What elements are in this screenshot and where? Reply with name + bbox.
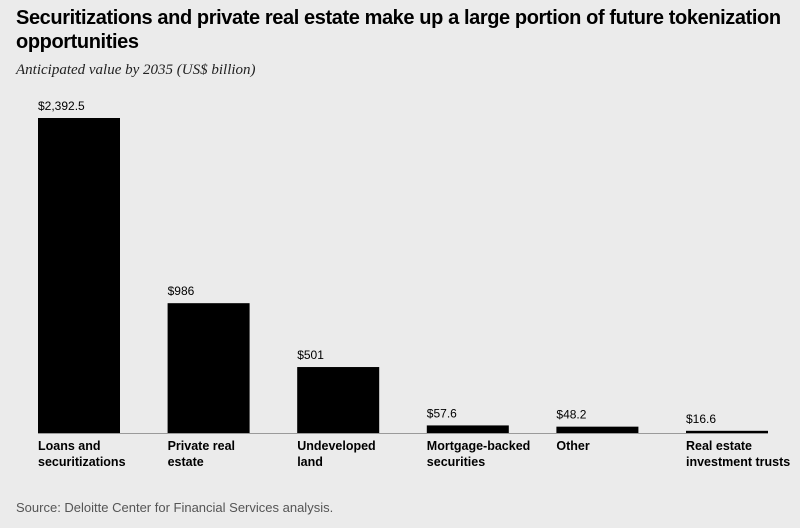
x-tick-label: Real estate investment trusts xyxy=(686,439,791,469)
bar xyxy=(297,367,380,433)
chart-subtitle: Anticipated value by 2035 (US$ billion) xyxy=(16,62,256,78)
bar xyxy=(167,303,250,433)
x-tick-label: Undeveloped land xyxy=(297,439,376,469)
chart-title: Securitizations and private real estate … xyxy=(16,7,781,53)
value-label: $16.6 xyxy=(686,412,716,426)
bar xyxy=(38,118,120,433)
x-tick-label: Other xyxy=(556,439,590,453)
bar xyxy=(426,425,509,433)
value-label: $48.2 xyxy=(556,408,586,422)
x-tick-label: Loans and securitizations xyxy=(38,439,126,469)
value-label: $57.6 xyxy=(427,406,457,420)
bar xyxy=(556,426,639,433)
value-label: $2,392.5 xyxy=(38,99,85,113)
x-tick-label: Mortgage-backed securities xyxy=(426,439,531,469)
bar xyxy=(686,430,768,433)
value-label: $501 xyxy=(297,348,324,362)
source-note: Source: Deloitte Center for Financial Se… xyxy=(16,500,334,515)
value-label: $986 xyxy=(168,284,195,298)
x-tick-label: Private real estate xyxy=(167,439,236,469)
